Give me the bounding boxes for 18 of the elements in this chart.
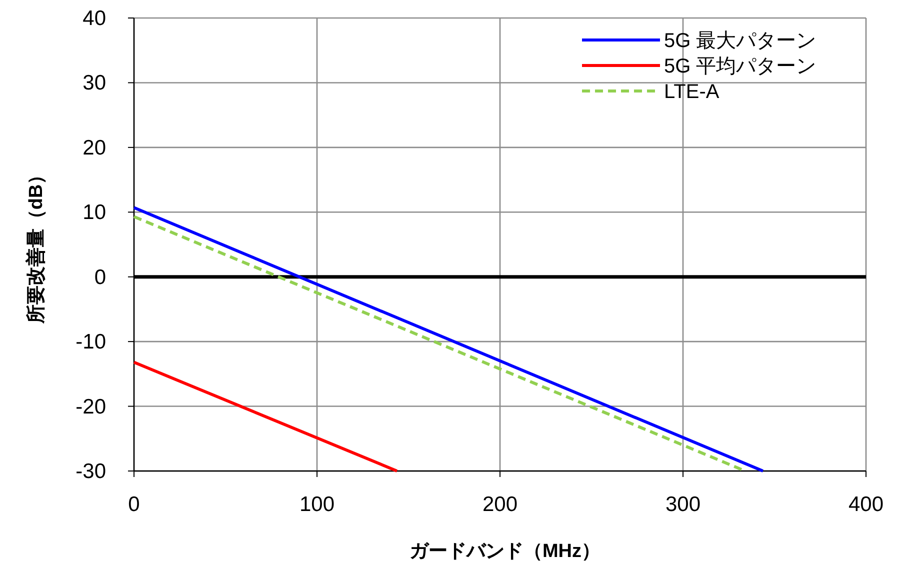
x-tick-label: 300	[665, 493, 701, 516]
legend-label: LTE-A	[664, 81, 720, 103]
y-tick-label: 10	[82, 201, 106, 224]
y-tick-label: 40	[82, 7, 106, 30]
y-tick-label: -30	[76, 460, 106, 483]
x-tick-label: 100	[299, 493, 335, 516]
legend-label: 5G 平均パターン	[664, 56, 816, 78]
legend-label: 5G 最大パターン	[664, 30, 816, 52]
x-tick-label: 0	[128, 493, 140, 516]
y-tick-label: -10	[76, 330, 106, 354]
y-tick-label: 0	[94, 266, 106, 289]
x-tick-label: 200	[482, 493, 518, 516]
y-tick-label: 30	[82, 72, 106, 95]
y-tick-label: -20	[76, 395, 106, 418]
x-axis-title: ガードバンド（MHz）	[409, 541, 601, 562]
y-tick-label: 20	[82, 136, 106, 160]
y-axis-title: 所要改善量（dB）	[25, 165, 47, 325]
x-tick-label: 400	[848, 493, 884, 516]
